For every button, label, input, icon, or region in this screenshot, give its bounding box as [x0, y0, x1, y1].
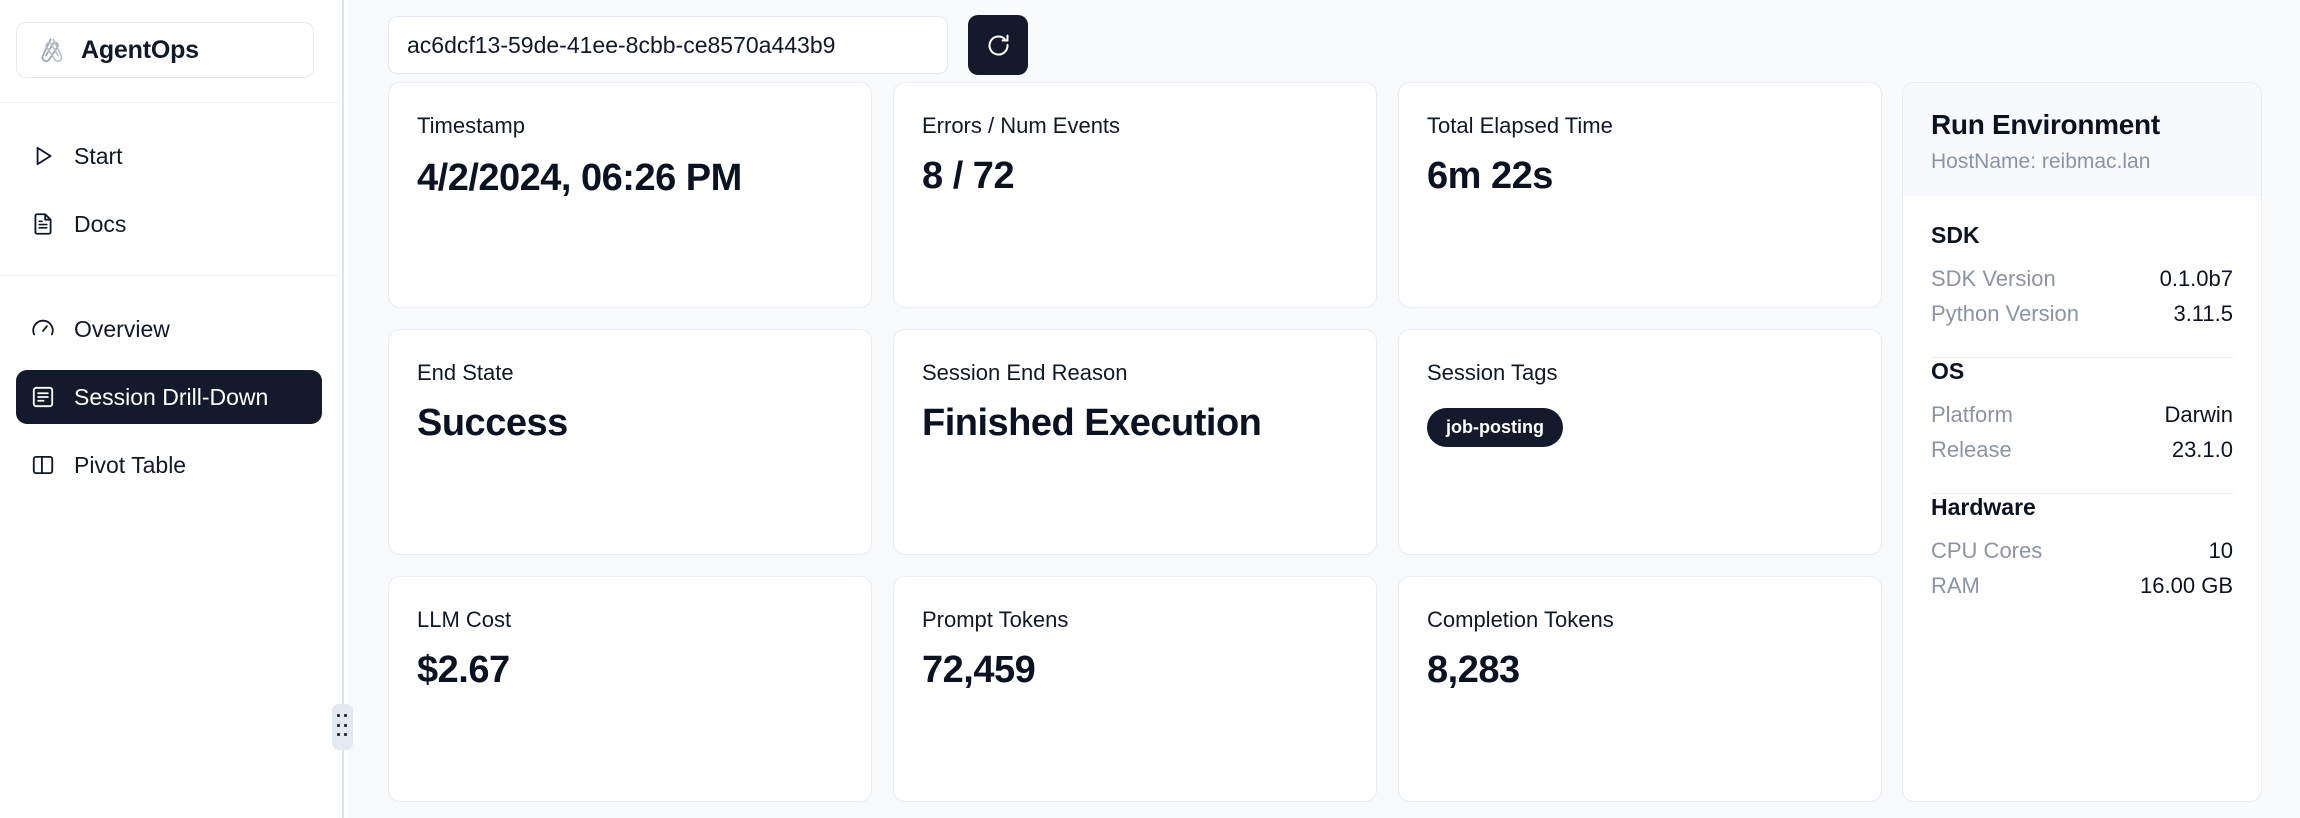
card-value: $2.67 [417, 649, 510, 692]
env-value: Darwin [2164, 402, 2233, 427]
env-row: Platform Darwin [1931, 397, 2233, 432]
card-label: Timestamp [417, 113, 525, 138]
card-value: Success [417, 402, 568, 445]
metric-cards-grid: Timestamp 4/2/2024, 06:26 PM Errors / Nu… [388, 82, 1882, 802]
env-section-hardware: Hardware CPU Cores 10 RAM 16.00 GB [1931, 494, 2233, 603]
env-section-heading: SDK [1931, 222, 1980, 248]
document-icon [30, 211, 56, 237]
env-value: 0.1.0b7 [2159, 266, 2233, 291]
play-icon [30, 143, 56, 169]
sidebar-item-start[interactable]: Start [16, 129, 322, 183]
card-timestamp: Timestamp 4/2/2024, 06:26 PM [388, 82, 872, 308]
env-value: 3.11.5 [2173, 301, 2233, 326]
session-id-input[interactable] [388, 16, 948, 74]
env-value: 23.1.0 [2171, 437, 2233, 462]
run-environment-body: SDK SDK Version 0.1.0b7 Python Version 3… [1903, 196, 2261, 631]
env-row: SDK Version 0.1.0b7 [1931, 261, 2233, 296]
card-llm-cost: LLM Cost $2.67 [388, 576, 872, 802]
env-value: 10 [2208, 538, 2233, 563]
sidebar-group-primary: Start Docs [0, 103, 338, 251]
agentops-logo-icon [37, 35, 67, 65]
sidebar-divider-1 [0, 102, 338, 103]
env-key: RAM [1931, 573, 1980, 598]
sidebar-item-session-drill-down[interactable]: Session Drill-Down [16, 370, 322, 424]
env-key: Platform [1931, 402, 2013, 427]
main-content: Timestamp 4/2/2024, 06:26 PM Errors / Nu… [348, 0, 2300, 818]
card-session-tags: Session Tags job-posting [1398, 329, 1882, 555]
env-value: 16.00 GB [2140, 573, 2233, 598]
env-row: Release 23.1.0 [1931, 432, 2233, 467]
sidebar-item-label: Session Drill-Down [74, 383, 269, 410]
card-label: Session Tags [1427, 360, 1558, 385]
card-completion-tokens: Completion Tokens 8,283 [1398, 576, 1882, 802]
env-section-os: OS Platform Darwin Release 23.1.0 [1931, 358, 2233, 467]
content-area: Timestamp 4/2/2024, 06:26 PM Errors / Nu… [348, 78, 2300, 802]
card-value: Finished Execution [922, 402, 1262, 445]
env-key: SDK Version [1931, 266, 2056, 291]
hostname-label: HostName: reibmac.lan [1931, 150, 2151, 173]
brand-name: AgentOps [81, 35, 199, 64]
sidebar-item-label: Docs [74, 210, 127, 237]
sidebar-item-pivot-table[interactable]: Pivot Table [16, 438, 322, 492]
env-divider [1931, 357, 2233, 358]
env-section-sdk: SDK SDK Version 0.1.0b7 Python Version 3… [1931, 222, 2233, 331]
sidebar-item-docs[interactable]: Docs [16, 197, 322, 251]
card-end-state: End State Success [388, 329, 872, 555]
env-row: RAM 16.00 GB [1931, 568, 2233, 603]
refresh-button[interactable] [968, 15, 1028, 75]
sidebar-item-overview[interactable]: Overview [16, 302, 322, 356]
card-label: Completion Tokens [1427, 607, 1614, 632]
card-label: Total Elapsed Time [1427, 113, 1613, 138]
sidebar-resize-grip[interactable] [332, 704, 353, 750]
env-section-heading: OS [1931, 358, 1965, 384]
brand-wrap: AgentOps [0, 0, 338, 78]
card-label: LLM Cost [417, 607, 512, 632]
brand-button[interactable]: AgentOps [16, 22, 314, 78]
env-key: Release [1931, 437, 2012, 462]
env-divider [1931, 493, 2233, 494]
sidebar-divider-2 [0, 275, 338, 276]
card-label: End State [417, 360, 514, 385]
sidebar-divider [332, 0, 353, 818]
card-value: 8 / 72 [922, 155, 1015, 198]
sidebar-item-label: Pivot Table [74, 451, 187, 478]
env-key: Python Version [1931, 301, 2079, 326]
card-errors-num-events: Errors / Num Events 8 / 72 [893, 82, 1377, 308]
run-environment-header: Run Environment HostName: reibmac.lan [1903, 83, 2261, 196]
card-value: 4/2/2024, 06:26 PM [417, 157, 742, 200]
env-row: Python Version 3.11.5 [1931, 296, 2233, 331]
card-prompt-tokens: Prompt Tokens 72,459 [893, 576, 1377, 802]
sidebar-item-label: Start [74, 142, 123, 169]
sidebar-item-label: Overview [74, 315, 170, 342]
sidebar-group-views: Overview Session Drill-Down [0, 276, 338, 492]
card-value: 6m 22s [1427, 155, 1553, 198]
card-label: Errors / Num Events [922, 113, 1121, 138]
list-panel-icon [30, 384, 56, 410]
card-value: 8,283 [1427, 649, 1520, 692]
env-section-heading: Hardware [1931, 494, 2036, 520]
gauge-icon [30, 316, 56, 342]
run-environment-panel: Run Environment HostName: reibmac.lan SD… [1902, 82, 2262, 802]
divider-line [342, 0, 344, 818]
sidebar: AgentOps Start [0, 0, 338, 818]
card-value: 72,459 [922, 649, 1036, 692]
env-row: CPU Cores 10 [1931, 533, 2233, 568]
columns-icon [30, 452, 56, 478]
topbar [348, 0, 2300, 78]
env-key: CPU Cores [1931, 538, 2043, 563]
card-label: Session End Reason [922, 360, 1128, 385]
card-label: Prompt Tokens [922, 607, 1069, 632]
refresh-icon [985, 32, 1012, 59]
status-badge[interactable]: job-posting [1427, 408, 1563, 448]
card-session-end-reason: Session End Reason Finished Execution [893, 329, 1377, 555]
page-title: Run Environment [1931, 109, 2160, 140]
card-total-elapsed-time: Total Elapsed Time 6m 22s [1398, 82, 1882, 308]
